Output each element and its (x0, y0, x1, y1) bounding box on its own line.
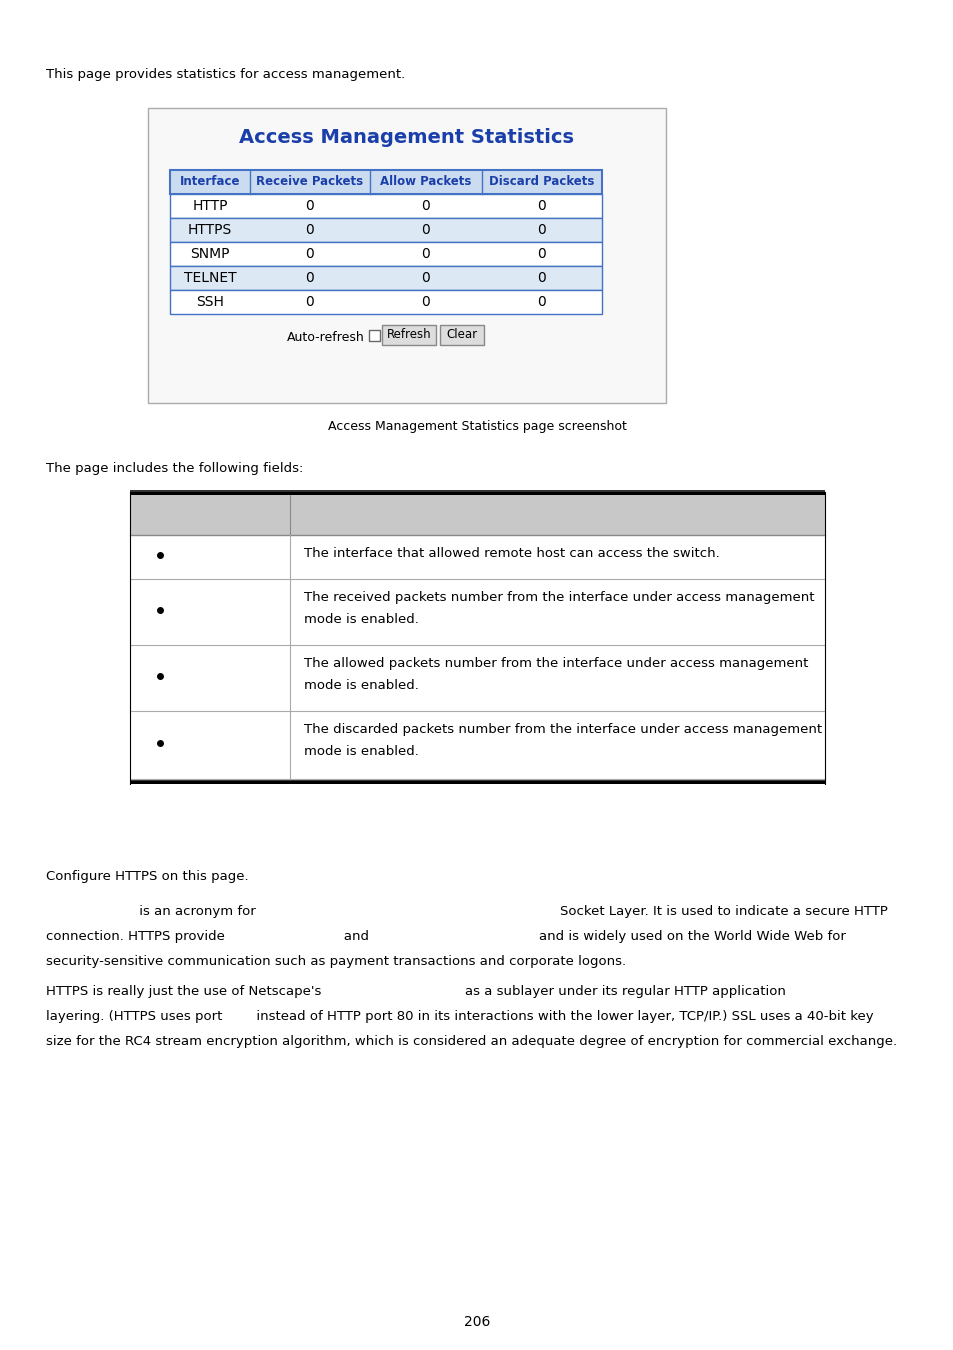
Bar (170, 242, 601, 266)
Bar (170, 217, 601, 242)
Text: TELNET: TELNET (184, 271, 236, 285)
Text: 0: 0 (421, 271, 430, 285)
Text: layering. (HTTPS uses port        instead of HTTP port 80 in its interactions wi: layering. (HTTPS uses port instead of HT… (46, 1010, 873, 1023)
Text: HTTP: HTTP (193, 198, 228, 213)
Text: The received packets number from the interface under access management: The received packets number from the int… (304, 591, 814, 603)
Text: HTTPS is really just the use of Netscape's: HTTPS is really just the use of Netscape… (46, 986, 321, 998)
Bar (170, 290, 601, 315)
Text: Access Management Statistics page screenshot: Access Management Statistics page screen… (327, 420, 626, 433)
Bar (148, 108, 665, 404)
Bar (130, 490, 824, 491)
Text: 0: 0 (421, 223, 430, 238)
Text: 0: 0 (537, 247, 546, 261)
Text: is an acronym for: is an acronym for (101, 904, 255, 918)
Bar (170, 194, 601, 217)
Text: mode is enabled.: mode is enabled. (304, 613, 418, 626)
Text: Discard Packets: Discard Packets (489, 176, 594, 188)
Bar (170, 290, 601, 315)
Text: 0: 0 (305, 247, 314, 261)
Text: HTTPS: HTTPS (188, 223, 232, 238)
Text: Allow Packets: Allow Packets (380, 176, 471, 188)
Text: Socket Layer. It is used to indicate a secure HTTP: Socket Layer. It is used to indicate a s… (559, 904, 887, 918)
Text: mode is enabled.: mode is enabled. (304, 679, 418, 693)
Bar (170, 266, 601, 290)
Bar (130, 491, 824, 495)
Text: 0: 0 (537, 271, 546, 285)
Text: 0: 0 (421, 247, 430, 261)
Bar (369, 329, 379, 342)
Text: connection. HTTPS provide                            and                        : connection. HTTPS provide and (46, 930, 845, 944)
Text: Interface: Interface (179, 176, 240, 188)
Text: This page provides statistics for access management.: This page provides statistics for access… (46, 68, 405, 81)
Text: Clear: Clear (446, 328, 477, 342)
Bar (130, 495, 824, 535)
Text: 0: 0 (305, 271, 314, 285)
Text: Configure HTTPS on this page.: Configure HTTPS on this page. (46, 869, 249, 883)
Text: Auto-refresh: Auto-refresh (287, 331, 365, 344)
FancyBboxPatch shape (381, 325, 436, 346)
Text: The interface that allowed remote host can access the switch.: The interface that allowed remote host c… (304, 547, 719, 560)
Text: Receive Packets: Receive Packets (256, 176, 363, 188)
Text: 0: 0 (537, 296, 546, 309)
Bar (170, 266, 601, 290)
Text: 0: 0 (421, 296, 430, 309)
Text: 0: 0 (305, 296, 314, 309)
Text: 0: 0 (537, 198, 546, 213)
Text: The discarded packets number from the interface under access management: The discarded packets number from the in… (304, 724, 821, 736)
Text: Refresh: Refresh (386, 328, 431, 342)
FancyBboxPatch shape (439, 325, 483, 346)
Text: 0: 0 (421, 198, 430, 213)
Text: The allowed packets number from the interface under access management: The allowed packets number from the inte… (304, 657, 807, 670)
Bar (130, 782, 824, 784)
Text: The page includes the following fields:: The page includes the following fields: (46, 462, 303, 475)
Bar (170, 242, 601, 266)
Bar (170, 217, 601, 242)
Bar (130, 779, 824, 782)
Text: 0: 0 (305, 223, 314, 238)
Text: SNMP: SNMP (190, 247, 230, 261)
Text: 0: 0 (537, 223, 546, 238)
Text: mode is enabled.: mode is enabled. (304, 745, 418, 757)
Text: as a sublayer under its regular HTTP application: as a sublayer under its regular HTTP app… (464, 986, 785, 998)
Text: 0: 0 (305, 198, 314, 213)
Text: SSH: SSH (196, 296, 224, 309)
Text: 206: 206 (463, 1315, 490, 1328)
Bar (170, 194, 601, 217)
Text: Access Management Statistics: Access Management Statistics (239, 128, 574, 147)
Bar (170, 170, 601, 194)
Text: size for the RC4 stream encryption algorithm, which is considered an adequate de: size for the RC4 stream encryption algor… (46, 1035, 896, 1048)
Text: security-sensitive communication such as payment transactions and corporate logo: security-sensitive communication such as… (46, 954, 625, 968)
Bar (170, 170, 601, 194)
